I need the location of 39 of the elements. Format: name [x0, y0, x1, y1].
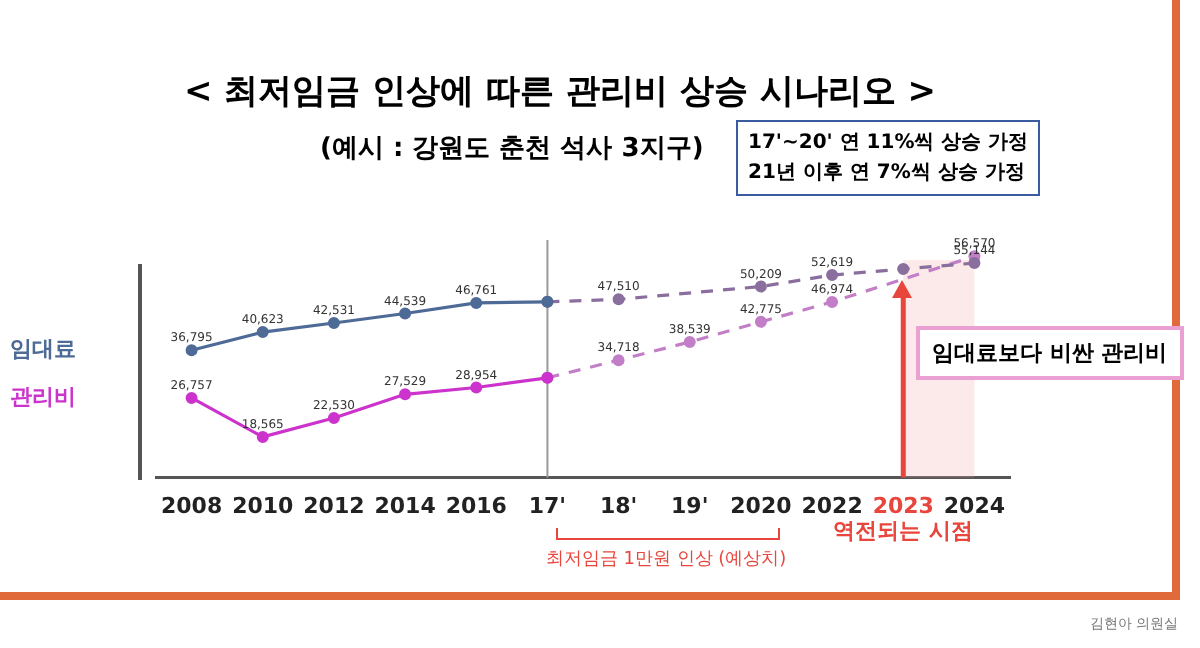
text: 임대료	[10, 335, 76, 362]
point	[327, 412, 340, 425]
point	[185, 391, 198, 404]
x-tick-label: 2024	[943, 492, 1006, 519]
ref-line-label: 역전되는 시점	[833, 518, 974, 545]
x-tick-label: 2012	[303, 492, 365, 519]
point	[399, 307, 412, 320]
point	[185, 344, 198, 357]
point	[612, 354, 625, 367]
text: 최저임금 1만원 인상 (예상치)	[543, 548, 789, 572]
point	[256, 430, 269, 443]
point	[826, 269, 839, 282]
point	[470, 381, 483, 394]
point	[612, 293, 625, 306]
x-tick-label: 2020	[730, 492, 793, 519]
x-tick-label: 2014	[374, 492, 437, 519]
point	[968, 257, 981, 270]
point	[683, 335, 696, 348]
x-tick-label: 19'	[671, 492, 709, 519]
chart-title: < 최저임금 인상에 따른 관리비 상승 시나리오 >	[182, 70, 938, 114]
point	[826, 295, 839, 308]
point	[399, 388, 412, 401]
x-tick-label: 2023	[872, 492, 934, 519]
point	[470, 296, 483, 309]
x-tick-label: 2010	[232, 492, 295, 519]
text: 17'~20' 연 11%씩 상승 가정 21년 이후 연 7%씩 상승 가정	[736, 120, 1041, 196]
x-tick-label: 18'	[599, 492, 638, 519]
chart-subtitle: (예시 : 강원도 춘천 석사 3지구)	[320, 132, 704, 166]
point	[256, 326, 269, 339]
x-tick-label: 17'	[528, 492, 567, 519]
x-tick-label: 2016	[445, 492, 508, 519]
text: 관리비	[10, 383, 76, 410]
point	[754, 280, 767, 293]
point	[327, 317, 340, 330]
x-tick-label: 2022	[801, 492, 863, 519]
point	[897, 262, 910, 275]
point	[754, 315, 767, 328]
x-tick-label: 2008	[160, 492, 223, 519]
annotation: 임대료보다 비싼 관리비	[916, 326, 1184, 380]
